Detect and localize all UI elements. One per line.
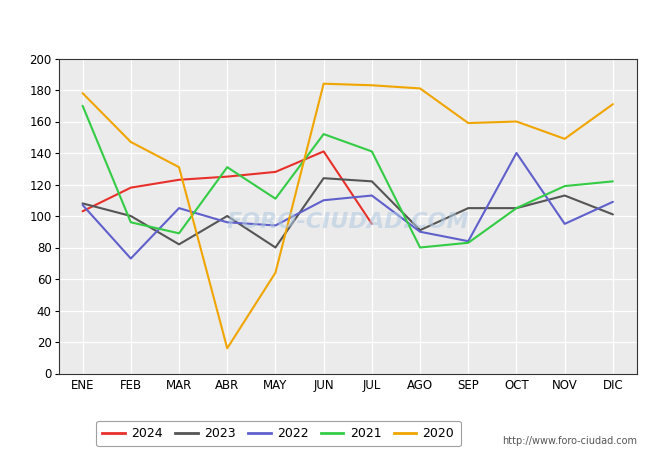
Text: Matriculaciones de Vehiculos en Pontevedra: Matriculaciones de Vehiculos en Ponteved… bbox=[142, 11, 508, 29]
Text: http://www.foro-ciudad.com: http://www.foro-ciudad.com bbox=[502, 436, 637, 446]
Legend: 2024, 2023, 2022, 2021, 2020: 2024, 2023, 2022, 2021, 2020 bbox=[96, 421, 461, 446]
Text: FORO-CIUDAD.COM: FORO-CIUDAD.COM bbox=[226, 212, 469, 232]
